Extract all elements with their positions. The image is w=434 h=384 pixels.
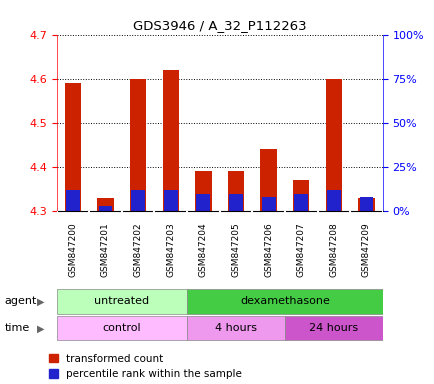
Bar: [66, 190, 79, 211]
Text: GSM847205: GSM847205: [231, 223, 240, 278]
Bar: [187, 290, 382, 313]
Bar: [162, 70, 178, 211]
Text: GSM847207: GSM847207: [296, 223, 305, 278]
Bar: [359, 197, 372, 211]
Bar: [65, 83, 81, 211]
Text: GSM847206: GSM847206: [263, 223, 273, 278]
Bar: [294, 194, 307, 211]
Bar: [196, 194, 210, 211]
Bar: [131, 190, 145, 211]
Text: GSM847202: GSM847202: [133, 223, 142, 277]
Title: GDS3946 / A_32_P112263: GDS3946 / A_32_P112263: [132, 19, 306, 32]
Bar: [130, 79, 146, 211]
Bar: [229, 194, 242, 211]
Bar: [187, 316, 284, 341]
Text: ▶: ▶: [37, 323, 44, 333]
Text: GSM847201: GSM847201: [101, 223, 110, 278]
Text: untreated: untreated: [94, 296, 149, 306]
Bar: [325, 79, 341, 211]
Text: GSM847208: GSM847208: [329, 223, 338, 278]
Text: GSM847209: GSM847209: [361, 223, 370, 278]
Text: 24 hours: 24 hours: [309, 323, 358, 333]
Bar: [195, 171, 211, 211]
Text: GSM847203: GSM847203: [166, 223, 175, 278]
Bar: [99, 206, 112, 211]
Text: dexamethasone: dexamethasone: [240, 296, 329, 306]
Bar: [97, 198, 113, 211]
Bar: [56, 290, 187, 313]
Bar: [261, 197, 275, 211]
Text: time: time: [4, 323, 30, 333]
Text: 4 hours: 4 hours: [214, 323, 256, 333]
Text: GSM847204: GSM847204: [198, 223, 207, 277]
Text: agent: agent: [4, 296, 36, 306]
Bar: [293, 180, 309, 211]
Bar: [227, 171, 243, 211]
Bar: [326, 190, 340, 211]
Bar: [56, 316, 187, 341]
Bar: [358, 198, 374, 211]
Text: ▶: ▶: [37, 296, 44, 306]
Bar: [260, 149, 276, 211]
Text: GSM847200: GSM847200: [68, 223, 77, 278]
Text: control: control: [102, 323, 141, 333]
Bar: [164, 190, 177, 211]
Bar: [284, 316, 382, 341]
Legend: transformed count, percentile rank within the sample: transformed count, percentile rank withi…: [49, 354, 242, 379]
